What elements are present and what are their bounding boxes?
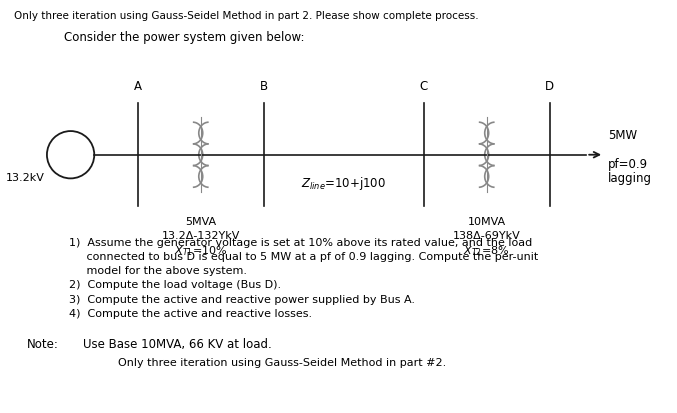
Text: $X_{T2}$=8%: $X_{T2}$=8% (464, 244, 510, 258)
Text: Only three iteration using Gauss-Seidel Method in part #2.: Only three iteration using Gauss-Seidel … (118, 357, 446, 367)
Text: connected to bus D is equal to 5 MW at a pf of 0.9 lagging. Compute the per-unit: connected to bus D is equal to 5 MW at a… (68, 251, 538, 261)
Text: 2)  Compute the load voltage (Bus D).: 2) Compute the load voltage (Bus D). (68, 280, 281, 290)
Text: 13.2kV: 13.2kV (6, 173, 45, 183)
Text: A: A (133, 79, 141, 93)
Text: Consider the power system given below:: Consider the power system given below: (64, 31, 304, 43)
Text: 3)  Compute the active and reactive power supplied by Bus A.: 3) Compute the active and reactive power… (68, 294, 414, 304)
Text: 5MW: 5MW (608, 128, 637, 142)
Text: Only three iteration using Gauss-Seidel Method in part 2. Please show complete p: Only three iteration using Gauss-Seidel … (14, 11, 479, 21)
Text: D: D (545, 79, 554, 93)
Text: pf=0.9: pf=0.9 (608, 157, 648, 170)
Text: B: B (260, 79, 268, 93)
Text: 5MVA: 5MVA (185, 216, 217, 226)
Text: 1)  Assume the generator voltage is set at 10% above its rated value, and the lo: 1) Assume the generator voltage is set a… (68, 237, 532, 247)
Text: 10MVA: 10MVA (468, 216, 506, 226)
Text: Note:: Note: (27, 337, 59, 350)
Text: 138Δ-69YkV: 138Δ-69YkV (453, 230, 521, 240)
Text: 13.2Δ-132YkV: 13.2Δ-132YkV (162, 230, 240, 240)
Text: $X_{T1}$=10%: $X_{T1}$=10% (174, 244, 227, 258)
Text: lagging: lagging (608, 171, 652, 184)
Text: Use Base 10MVA, 66 KV at load.: Use Base 10MVA, 66 KV at load. (83, 337, 272, 350)
Text: 4)  Compute the active and reactive losses.: 4) Compute the active and reactive losse… (68, 309, 311, 318)
Text: $Z_{line}$=10+j100: $Z_{line}$=10+j100 (301, 175, 386, 192)
Text: C: C (420, 79, 428, 93)
Text: model for the above system.: model for the above system. (68, 266, 246, 275)
